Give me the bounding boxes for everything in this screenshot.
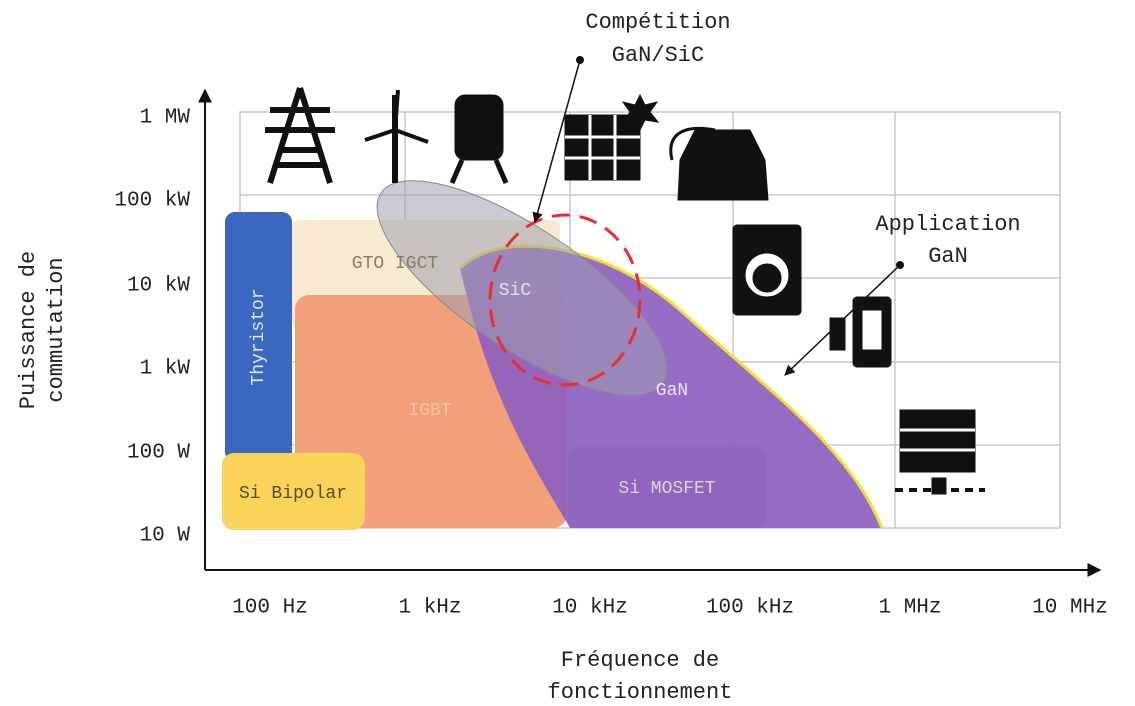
x-tick-label: 1 kHz bbox=[398, 597, 461, 620]
regions bbox=[222, 180, 884, 530]
annotation: Application bbox=[875, 212, 1020, 237]
region-label: IGBT bbox=[408, 401, 451, 421]
region-label: Si MOSFET bbox=[618, 479, 715, 499]
x-tick-label: 10 kHz bbox=[552, 597, 628, 620]
y-tick-label: 1 MW bbox=[140, 107, 191, 130]
annotations: Compétition GaN/SiC Application GaN bbox=[532, 10, 1021, 376]
region-label: Thyristor bbox=[249, 288, 269, 385]
region-label: SiC bbox=[499, 281, 532, 301]
axis-titles: Puissance de commutation Fréquence de fo… bbox=[16, 251, 733, 705]
x-title: fonctionnement bbox=[548, 680, 733, 705]
thyristor-region bbox=[225, 212, 292, 462]
annotation: GaN bbox=[928, 244, 968, 269]
y-tick-label: 10 kW bbox=[127, 275, 190, 298]
region-label: GTO IGCT bbox=[352, 254, 439, 274]
competition-circle bbox=[488, 213, 642, 387]
x-tick-label: 1 MHz bbox=[878, 597, 941, 620]
axes bbox=[198, 88, 1102, 577]
sic-region bbox=[376, 180, 668, 396]
y-title: Puissance de bbox=[16, 251, 41, 409]
y-tick-label: 1 kW bbox=[140, 358, 191, 381]
x-tick-label: 100 kHz bbox=[706, 597, 794, 620]
annotation: GaN/SiC bbox=[612, 43, 704, 68]
x-title: Fréquence de bbox=[561, 648, 719, 673]
icons bbox=[265, 87, 985, 495]
region-label: Si Bipolar bbox=[239, 484, 347, 504]
bipolar-region bbox=[222, 453, 365, 530]
region-label: GaN bbox=[656, 381, 688, 401]
y-ticks: 1 MW 100 kW 10 kW 1 kW 100 W 10 W bbox=[114, 107, 190, 548]
y-tick-label: 100 kW bbox=[114, 190, 190, 213]
annotation: Compétition bbox=[585, 10, 730, 35]
x-ticks: 100 Hz 1 kHz 10 kHz 100 kHz 1 MHz 10 MHz bbox=[232, 597, 1108, 620]
y-title: commutation bbox=[44, 257, 69, 402]
y-tick-label: 10 W bbox=[140, 525, 191, 548]
region-labels: Thyristor GTO IGCT IGBT Si Bipolar Si MO… bbox=[239, 254, 716, 504]
y-tick-label: 100 W bbox=[127, 442, 190, 465]
x-tick-label: 10 MHz bbox=[1032, 597, 1108, 620]
x-tick-label: 100 Hz bbox=[232, 597, 308, 620]
